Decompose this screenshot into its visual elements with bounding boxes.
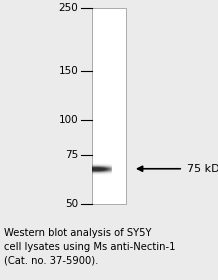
Text: 50: 50: [65, 199, 78, 209]
Text: 150: 150: [59, 66, 78, 76]
Text: Western blot analysis of SY5Y
cell lysates using Ms anti-Nectin-1
(Cat. no. 37-5: Western blot analysis of SY5Y cell lysat…: [4, 228, 176, 265]
Text: 75: 75: [65, 150, 78, 160]
Text: 75 kDa: 75 kDa: [187, 164, 218, 174]
Text: 250: 250: [59, 3, 78, 13]
Text: 100: 100: [59, 115, 78, 125]
FancyBboxPatch shape: [92, 8, 126, 204]
